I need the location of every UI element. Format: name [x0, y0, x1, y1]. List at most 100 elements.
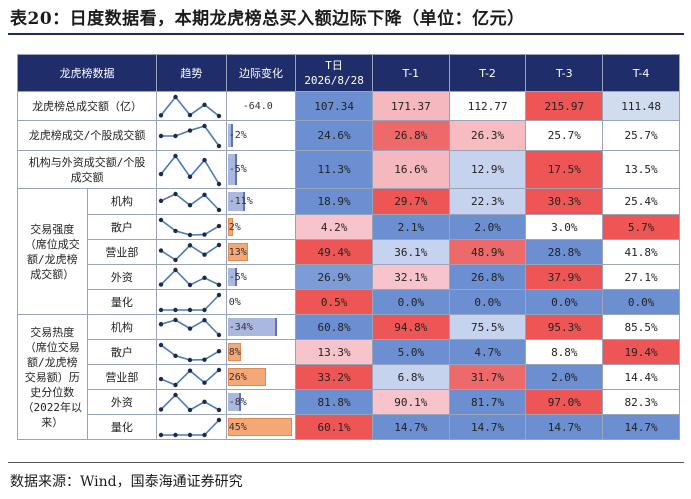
sparkline-svg [158, 153, 222, 186]
sparkline-point [187, 202, 193, 207]
sparkline-point [173, 353, 178, 358]
row-label: 量化 [86, 414, 158, 440]
sparkline-point [216, 332, 222, 337]
value-cell: 75.5% [448, 314, 527, 340]
table-row: 龙虎榜成交/个股成交额 -2% 24.6% 26.8% 26.3% 25.7% 25.7% [16, 120, 680, 151]
value-cell: 90.1% [371, 389, 450, 415]
sparkline-point [216, 292, 222, 297]
sparkline-point [202, 192, 207, 197]
header-data: 龙虎榜数据 [16, 54, 158, 92]
trend-sparkline [156, 339, 227, 365]
sparkline-point [158, 112, 164, 117]
value-cell: 97.0% [525, 389, 604, 415]
sparkline-point [173, 153, 178, 158]
value-cell: 13.5% [602, 150, 680, 189]
delta-value: 8% [228, 346, 241, 358]
header-t1: T-1 [371, 54, 450, 92]
sparkline-point [202, 102, 207, 107]
sparkline-point [158, 406, 164, 412]
sparkline-point [187, 368, 193, 373]
header-row: 龙虎榜数据 趋势 边际变化 T日 2026/8/28 T-1 T-2 T-3 T… [16, 54, 680, 92]
trend-sparkline [156, 364, 227, 390]
value-cell: 107.34 [295, 91, 373, 121]
group-label-heat: 交易热度（席位交易额/龙虎榜交易额）历史分位数（2022年以来） [17, 314, 88, 440]
delta-value: 2% [228, 221, 241, 233]
delta-cell: -34% [225, 314, 297, 340]
trend-sparkline [156, 264, 227, 290]
table-row: 交易热度（席位交易额/龙虎榜交易额）历史分位数（2022年以来） 机构 -34% 60… [17, 314, 680, 440]
delta-value: -11% [228, 196, 253, 207]
value-cell: 81.7% [448, 389, 527, 415]
sparkline-point [187, 242, 193, 248]
sparkline-point [216, 367, 222, 372]
delta-cell: 2% [225, 214, 297, 240]
delta-bar [227, 192, 245, 211]
value-cell: 11.3% [295, 150, 373, 189]
delta-value: 0% [228, 296, 241, 308]
value-cell: 25.7% [602, 120, 680, 151]
sparkline-point [216, 407, 222, 412]
value-cell: 94.8% [371, 314, 450, 340]
value-cell: 12.9% [448, 150, 527, 189]
header-t2: T-2 [448, 54, 527, 92]
sparkline-point [202, 317, 207, 322]
value-cell: 0.0% [371, 289, 450, 315]
delta-cell: -5% [225, 150, 297, 189]
trend-sparkline [156, 188, 227, 215]
row-label: 营业部 [86, 239, 158, 265]
delta-value: -64.0 [242, 100, 273, 112]
sparkline-point [216, 417, 222, 422]
table-row: 量化 45% 60.1% 14.7% 14.7% 14.7% 14.7% [18, 414, 680, 440]
footer-rule [8, 462, 684, 463]
value-cell: 22.3% [448, 188, 527, 215]
value-cell: 14.7% [525, 414, 604, 440]
value-cell: 3.0% [525, 214, 604, 240]
sparkline-point [187, 127, 193, 133]
value-cell: 30.3% [525, 188, 604, 215]
delta-bar [227, 243, 248, 261]
delta-value: -5% [228, 164, 247, 175]
delta-bar [227, 368, 266, 386]
value-cell: 81.8% [295, 389, 373, 415]
delta-bar [227, 393, 241, 411]
value-cell: 14.7% [448, 414, 527, 440]
value-cell: 8.8% [525, 339, 604, 365]
delta-cell: 13% [225, 239, 297, 265]
header-t3: T-3 [525, 54, 604, 92]
trend-sparkline [156, 239, 227, 265]
sparkline-svg [158, 342, 222, 362]
value-cell: 4.2% [295, 214, 373, 240]
value-cell: 112.77 [448, 91, 527, 121]
delta-cell: -11% [225, 188, 297, 215]
sparkline-point [158, 307, 164, 312]
sparkline-point [158, 247, 164, 253]
value-cell: 48.9% [448, 239, 527, 265]
sparkline-point [202, 275, 207, 280]
delta-bar [227, 268, 237, 286]
value-cell: 19.4% [602, 339, 680, 365]
value-cell: 2.0% [448, 214, 527, 240]
delta-cell: 8% [225, 339, 297, 365]
table-row: 散户 8% 13.3% 5.0% 4.7% 8.8% 19.4% [18, 339, 680, 365]
sparkline-point [173, 267, 178, 272]
trend-sparkline [156, 289, 227, 315]
delta-bar [227, 218, 233, 236]
value-cell: 2.1% [371, 214, 450, 240]
value-cell: 14.7% [371, 414, 450, 440]
value-cell: 82.3% [602, 389, 680, 415]
table-row: 外资 -8% 81.8% 90.1% 81.7% 97.0% 82.3% [18, 389, 680, 415]
delta-bar [227, 418, 292, 436]
value-cell: 17.5% [525, 150, 604, 189]
sparkline-point [202, 231, 207, 237]
delta-value: 26% [228, 371, 247, 383]
sparkline-point [173, 191, 178, 196]
sparkline-point [173, 94, 178, 99]
value-cell: 36.1% [371, 239, 450, 265]
sparkline-point [216, 207, 222, 212]
row-label: 量化 [86, 289, 158, 315]
delta-cell: 45% [225, 414, 297, 440]
sparkline-point [187, 407, 193, 412]
sparkline-point [187, 325, 193, 331]
value-cell: 0.0% [602, 289, 680, 315]
sparkline-line [161, 418, 220, 436]
